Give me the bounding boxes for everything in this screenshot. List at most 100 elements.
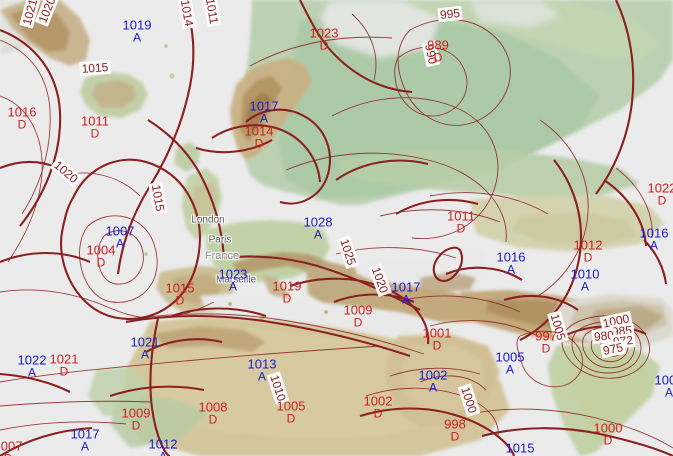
pressure-value: 1008 bbox=[198, 399, 228, 415]
low-pressure-label: 989 D bbox=[427, 37, 449, 65]
isobar-value-label: 1025 bbox=[336, 235, 360, 269]
low-pressure-label: 1004 D bbox=[86, 242, 116, 269]
pressure-type-marker: D bbox=[319, 38, 329, 53]
pressure-type-marker: A bbox=[664, 385, 673, 400]
pressure-type-marker: D bbox=[603, 433, 613, 448]
pressure-type-marker: D bbox=[0, 452, 22, 456]
high-pressure-label: 1016 A bbox=[497, 250, 526, 277]
pressure-type-marker: A bbox=[257, 369, 267, 384]
pressure-type-marker: A bbox=[505, 362, 515, 377]
pressure-value: 989 bbox=[427, 37, 449, 53]
high-pressure-label: 1021 A bbox=[130, 334, 160, 362]
pressure-type-marker: A bbox=[401, 292, 411, 307]
low-pressure-label: 1007D bbox=[0, 439, 22, 456]
low-pressure-label: 1016 D bbox=[8, 105, 37, 132]
pressure-value: 1019 bbox=[122, 17, 152, 33]
high-pressure-label: 1017 A bbox=[70, 426, 100, 454]
isobar-value-label: 1020 bbox=[368, 263, 392, 297]
pressure-type-marker: D bbox=[583, 250, 593, 265]
city-label: Paris bbox=[208, 234, 232, 246]
pressure-value: 1015 bbox=[505, 440, 535, 456]
pressure-type-marker: A bbox=[115, 236, 125, 251]
high-pressure-label: 1000A bbox=[654, 372, 673, 400]
low-pressure-label: 1011 D bbox=[447, 208, 475, 236]
pressure-type-marker: A bbox=[80, 439, 90, 454]
low-pressure-label: 1000 D bbox=[593, 420, 623, 448]
pressure-value: 1012 bbox=[148, 436, 178, 452]
pressure-type-marker: A bbox=[259, 111, 269, 126]
low-pressure-label: 1008 D bbox=[198, 399, 228, 427]
pressure-type-marker: D bbox=[353, 315, 363, 330]
pressure-value: 1021 bbox=[130, 334, 160, 350]
pressure-value: 1028 bbox=[303, 214, 333, 230]
pressure-type-marker: A bbox=[149, 450, 178, 456]
high-pressure-label: 1023 A bbox=[218, 266, 248, 294]
pressure-value: 1023 bbox=[309, 25, 339, 41]
pressure-type-marker: D bbox=[541, 341, 551, 356]
pressure-value: 1011 bbox=[447, 208, 475, 224]
high-pressure-label: 1019 A bbox=[122, 17, 152, 44]
high-pressure-label: 1002 A bbox=[419, 368, 448, 394]
pressure-type-marker: D bbox=[175, 293, 185, 308]
pressure-value: 1017 bbox=[249, 98, 279, 114]
pressure-type-marker: D bbox=[373, 406, 383, 421]
high-pressure-label: 1028 A bbox=[303, 214, 333, 242]
pressure-value: 998 bbox=[444, 416, 466, 432]
low-pressure-label: 1019 D bbox=[272, 278, 302, 306]
pressure-type-marker: A bbox=[228, 279, 238, 294]
pressure-type-marker: D bbox=[59, 364, 69, 379]
pressure-value: 1005 bbox=[276, 398, 306, 414]
isobar-value-label: 1015 bbox=[79, 59, 111, 77]
pressure-value: 1012 bbox=[573, 237, 603, 253]
city-label: France bbox=[204, 250, 240, 262]
pressure-value: 1000 bbox=[654, 372, 673, 388]
pressure-type-marker: D bbox=[456, 221, 466, 236]
isobar-value-label: 1015 bbox=[148, 181, 168, 215]
pressure-type-marker: A bbox=[27, 365, 37, 380]
city-label: Marseille bbox=[215, 274, 257, 286]
pressure-value: 1023 bbox=[218, 266, 248, 282]
high-pressure-label: 1013 A bbox=[247, 356, 277, 384]
pressure-type-marker: D bbox=[450, 429, 460, 444]
low-pressure-label: 1009 D bbox=[344, 303, 373, 330]
low-pressure-label: 1022 D bbox=[647, 180, 673, 208]
pressure-value: 1013 bbox=[247, 356, 277, 372]
pressure-value: 1000 bbox=[593, 420, 623, 436]
pressure-value: 1002 bbox=[363, 393, 393, 409]
low-pressure-label: 1005 D bbox=[276, 398, 306, 426]
pressure-value: 1021 bbox=[49, 351, 79, 367]
pressure-type-marker: D bbox=[657, 193, 667, 208]
pressure-type-marker: D bbox=[433, 50, 443, 65]
low-pressure-label: 1001 D bbox=[423, 326, 452, 352]
pressure-value: 1022 bbox=[647, 180, 673, 196]
pressure-type-marker: A bbox=[140, 347, 150, 362]
isobar-value-label: 1011 bbox=[202, 0, 222, 27]
pressure-value: 1007 bbox=[105, 223, 135, 239]
low-pressure-label: 1012 D bbox=[573, 237, 603, 265]
pressure-type-marker: D bbox=[286, 411, 296, 426]
pressure-type-marker: D bbox=[282, 291, 292, 306]
pressure-type-marker: A bbox=[506, 262, 516, 277]
pressure-type-marker: D bbox=[208, 412, 218, 427]
pressure-type-marker: A bbox=[313, 227, 323, 242]
high-pressure-label: 1007 A bbox=[105, 223, 135, 251]
pressure-value: 1010 bbox=[570, 266, 600, 282]
isobar-value-label: 1000 bbox=[457, 383, 481, 417]
high-pressure-label: 1017 A bbox=[392, 280, 421, 307]
pressure-value: 1005 bbox=[495, 349, 525, 365]
isobar-value-label: 995 bbox=[437, 5, 463, 23]
isobar-value-label: 1014 bbox=[177, 0, 197, 30]
low-pressure-label: 1023 D bbox=[309, 25, 339, 53]
low-pressure-label: 1015 D bbox=[166, 281, 195, 308]
pressure-type-marker: D bbox=[131, 418, 141, 433]
high-pressure-label: 1010 A bbox=[570, 266, 600, 293]
pressure-type-marker: D bbox=[254, 136, 264, 151]
low-pressure-label: 1014 D bbox=[245, 124, 274, 151]
pressure-type-marker: A bbox=[649, 238, 659, 253]
pressure-value: 1019 bbox=[272, 278, 302, 294]
pressure-value: 1017 bbox=[70, 426, 100, 442]
pressure-value: 1004 bbox=[86, 242, 116, 258]
pressure-type-marker: D bbox=[17, 117, 27, 132]
